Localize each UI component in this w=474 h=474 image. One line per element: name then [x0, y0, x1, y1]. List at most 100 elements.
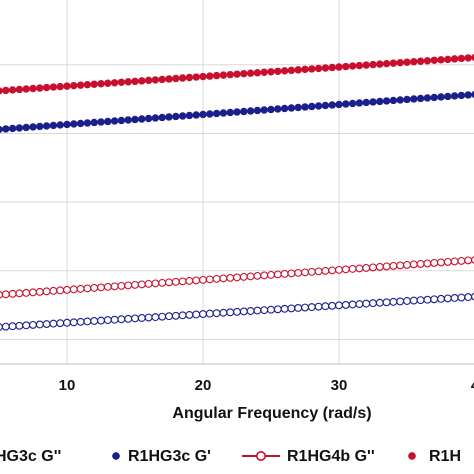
data-point	[76, 119, 85, 128]
data-point	[63, 285, 71, 294]
data-point	[192, 276, 201, 285]
data-point	[29, 123, 37, 131]
data-point	[1, 290, 10, 299]
data-point	[117, 116, 126, 125]
data-point	[355, 99, 364, 107]
data-point	[206, 110, 214, 118]
data-point	[76, 284, 85, 293]
data-point	[131, 280, 139, 289]
data-point	[137, 314, 146, 322]
data-point	[253, 69, 262, 77]
data-point	[158, 75, 166, 84]
data-point	[117, 78, 126, 86]
data-point	[42, 83, 51, 92]
data-point	[328, 266, 337, 275]
data-point	[151, 114, 160, 122]
data-point	[69, 285, 78, 294]
data-point	[321, 101, 330, 110]
data-point	[70, 81, 78, 90]
data-point	[171, 277, 180, 286]
data-point	[294, 66, 302, 74]
data-point	[233, 70, 241, 78]
data-point	[42, 287, 51, 296]
data-point	[185, 73, 194, 82]
data-point	[321, 266, 330, 275]
data-point	[362, 263, 371, 272]
legend-label: R1HG4b G''	[287, 448, 375, 465]
data-point	[389, 96, 398, 105]
data-point	[0, 87, 3, 95]
data-point	[233, 108, 241, 116]
data-point	[260, 106, 268, 114]
data-point	[362, 299, 371, 308]
data-point	[110, 79, 119, 87]
data-point	[212, 109, 221, 118]
data-point	[36, 84, 44, 92]
data-point	[355, 61, 364, 70]
data-point	[137, 280, 146, 289]
data-point	[178, 311, 187, 320]
data-point	[97, 118, 105, 126]
data-point	[314, 102, 323, 110]
data-point	[369, 98, 377, 106]
data-point	[205, 275, 214, 284]
data-point	[267, 68, 275, 76]
data-point	[280, 67, 289, 75]
data-point	[199, 110, 207, 119]
data-point	[369, 263, 377, 272]
data-point	[76, 81, 85, 89]
data-point	[444, 55, 452, 64]
legend-item: R1HG4b G''	[242, 448, 375, 465]
data-point	[430, 295, 439, 304]
data-point	[233, 273, 241, 282]
data-point	[403, 58, 411, 66]
data-point	[1, 322, 10, 331]
data-point	[15, 85, 24, 94]
data-point	[362, 98, 370, 107]
data-point	[212, 309, 221, 318]
data-point	[70, 120, 78, 128]
data-point	[172, 112, 180, 121]
data-point	[226, 273, 235, 282]
data-point	[274, 67, 282, 76]
data-point	[97, 316, 105, 325]
data-point	[171, 311, 180, 320]
data-point	[308, 102, 316, 111]
data-point	[335, 265, 343, 274]
data-point	[49, 286, 58, 295]
data-point	[410, 95, 418, 103]
data-point	[280, 269, 289, 278]
data-point	[409, 296, 418, 305]
data-point	[341, 265, 350, 274]
data-point	[192, 73, 200, 81]
data-point	[443, 294, 452, 303]
data-point	[294, 304, 303, 312]
data-point	[423, 259, 432, 268]
data-point	[151, 76, 160, 84]
data-point	[239, 307, 248, 316]
data-point	[348, 99, 357, 108]
data-point	[103, 282, 112, 291]
data-point	[253, 271, 262, 280]
x-tick-label: 4	[471, 377, 474, 394]
data-point	[416, 259, 425, 268]
data-point	[253, 306, 262, 315]
data-point	[294, 103, 302, 112]
data-point	[307, 267, 316, 276]
data-point	[131, 314, 139, 323]
data-point	[124, 281, 133, 290]
data-point	[457, 293, 466, 302]
data-point	[375, 262, 384, 271]
data-point	[185, 276, 194, 285]
data-point	[355, 264, 364, 273]
data-point	[273, 305, 282, 314]
data-point	[314, 267, 323, 276]
data-point	[355, 300, 364, 308]
legend: HG3c G'' R1HG3c G' R1HG4b G'' R1H	[0, 448, 461, 465]
data-point	[90, 118, 98, 127]
data-point	[36, 122, 44, 131]
data-point	[389, 59, 398, 67]
data-point	[423, 57, 432, 65]
data-point	[314, 302, 323, 311]
